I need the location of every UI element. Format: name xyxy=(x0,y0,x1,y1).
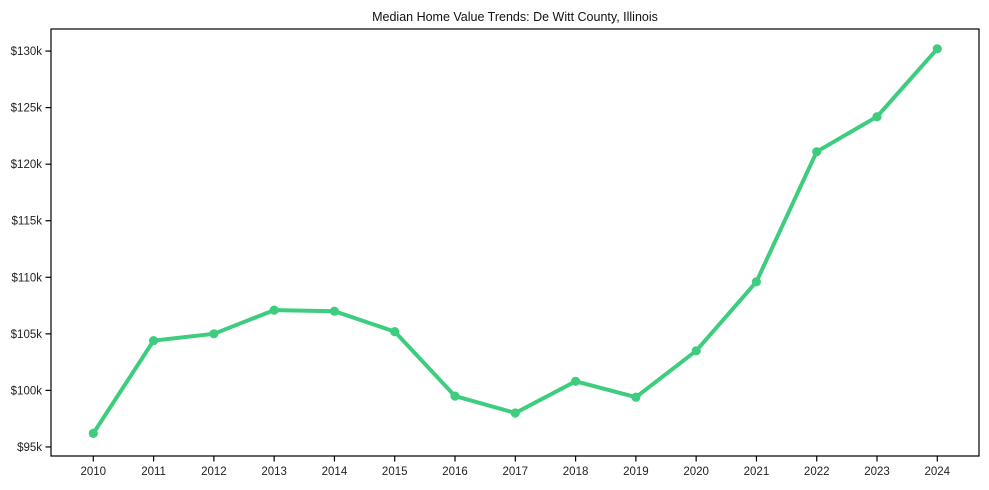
plot-border xyxy=(50,28,980,457)
x-tick-label: 2015 xyxy=(382,466,408,478)
x-tick-label: 2020 xyxy=(683,466,709,478)
x-tick-label: 2014 xyxy=(322,466,348,478)
data-point-2015 xyxy=(390,327,400,337)
trend-line xyxy=(91,46,940,436)
x-tick-label: 2021 xyxy=(744,466,770,478)
data-point-2013 xyxy=(269,305,279,315)
y-axis: $95k $100k $105k $110k $115k $120k $125k $130k xyxy=(11,46,51,454)
x-tick-label: 2016 xyxy=(442,466,468,478)
data-point-2024 xyxy=(932,44,942,54)
x-tick-label: 2010 xyxy=(81,466,107,478)
data-point-2016 xyxy=(450,391,460,401)
chart-title: Median Home Value Trends: De Witt County… xyxy=(372,10,658,24)
y-tick-label: $125k xyxy=(11,103,43,115)
data-point-2021 xyxy=(751,277,762,287)
y-tick-label: $100k xyxy=(11,385,43,397)
x-axis: 2010 2011 2012 2013 2014 2015 2016 2017 2018 2019… xyxy=(81,456,951,478)
y-tick-label: $110k xyxy=(12,272,43,284)
y-tick-label: $105k xyxy=(11,329,43,341)
y-tick-label: $115k xyxy=(12,216,43,228)
y-tick-label: $130k xyxy=(11,46,43,58)
x-tick-label: 2017 xyxy=(503,466,529,478)
x-tick-label: 2018 xyxy=(563,466,589,478)
data-point-2020 xyxy=(691,346,701,356)
data-point-2014 xyxy=(329,306,339,316)
x-tick-label: 2019 xyxy=(623,466,649,478)
data-point-2018 xyxy=(571,376,581,386)
x-tick-label: 2024 xyxy=(925,466,951,478)
x-tick-label: 2013 xyxy=(261,466,287,478)
data-point-2019 xyxy=(631,392,641,402)
x-tick-label: 2011 xyxy=(141,466,166,478)
data-point-2011 xyxy=(149,336,159,346)
data-point-2012 xyxy=(209,329,219,339)
data-points xyxy=(88,44,942,438)
data-point-2010 xyxy=(88,428,98,438)
x-tick-label: 2012 xyxy=(201,466,227,478)
data-point-2022 xyxy=(812,147,822,157)
data-point-2017 xyxy=(510,408,520,418)
y-tick-label: $95k xyxy=(17,442,42,454)
x-tick-label: 2023 xyxy=(864,466,890,478)
x-tick-label: 2022 xyxy=(804,466,830,478)
y-tick-label: $120k xyxy=(11,159,43,171)
data-point-2023 xyxy=(872,112,882,122)
